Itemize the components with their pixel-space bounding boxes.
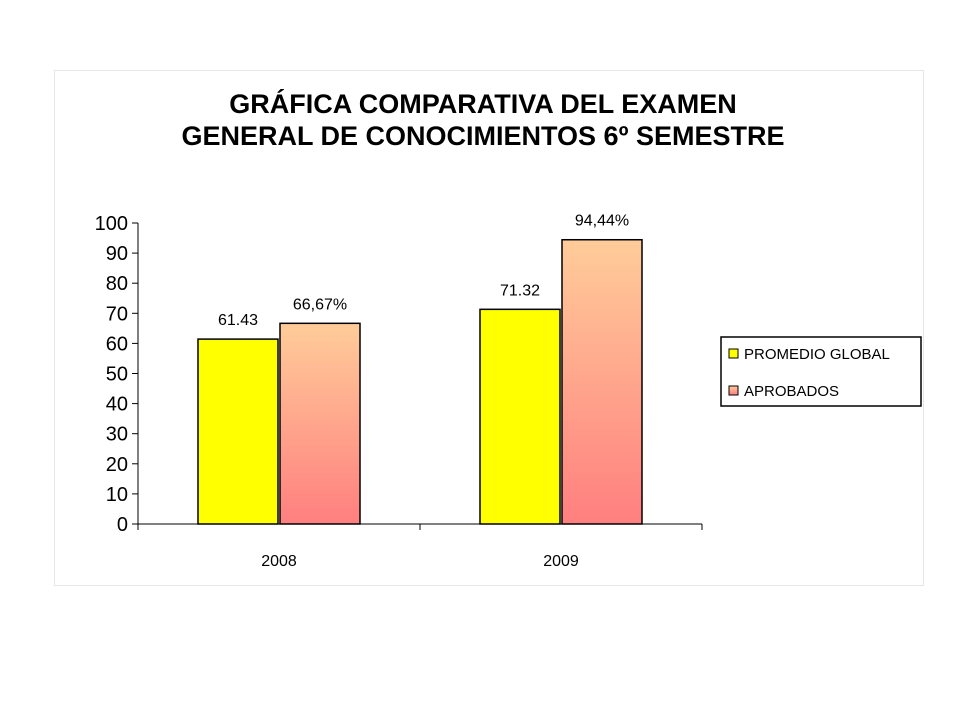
y-tick-label: 30 <box>106 424 128 446</box>
y-tick-label: 10 <box>106 484 128 506</box>
x-tick-label: 2008 <box>261 553 297 570</box>
y-tick-label: 90 <box>106 243 128 265</box>
chart-area: GRÁFICA COMPARATIVA DEL EXAMEN GENERAL D… <box>54 70 924 586</box>
x-tick-label: 2009 <box>543 553 579 570</box>
y-tick-label: 60 <box>106 333 128 355</box>
y-tick-label: 0 <box>117 514 128 536</box>
legend-box <box>720 336 922 407</box>
legend-swatch-aprobados <box>728 385 739 396</box>
legend-swatch-promedio-global <box>728 348 739 359</box>
chart-title-line-2: GENERAL DE CONOCIMIENTOS 6º SEMESTRE <box>182 121 785 151</box>
bar-promedio-global <box>197 338 279 525</box>
data-label: 71.32 <box>500 282 540 299</box>
bar-promedio-global <box>479 308 561 525</box>
data-label: 66,67% <box>293 296 347 313</box>
bar-aprobados <box>279 322 361 525</box>
bar-aprobados <box>561 238 643 525</box>
chart-title-line-1: GRÁFICA COMPARATIVA DEL EXAMEN <box>229 88 737 119</box>
legend-label-promedio-global: PROMEDIO GLOBAL <box>744 346 890 363</box>
legend-label-aprobados: APROBADOS <box>744 383 839 400</box>
y-tick-label: 100 <box>95 213 128 235</box>
y-tick-label: 50 <box>106 364 128 386</box>
y-tick-label: 20 <box>106 454 128 476</box>
y-tick-label: 40 <box>106 394 128 416</box>
data-label: 61.43 <box>218 312 258 329</box>
data-label: 94,44% <box>575 213 629 230</box>
y-tick-label: 70 <box>106 303 128 325</box>
y-tick-label: 80 <box>106 273 128 295</box>
legend: PROMEDIO GLOBAL APROBADOS <box>720 336 922 407</box>
bar-chart: GRÁFICA COMPARATIVA DEL EXAMEN GENERAL D… <box>95 88 922 570</box>
